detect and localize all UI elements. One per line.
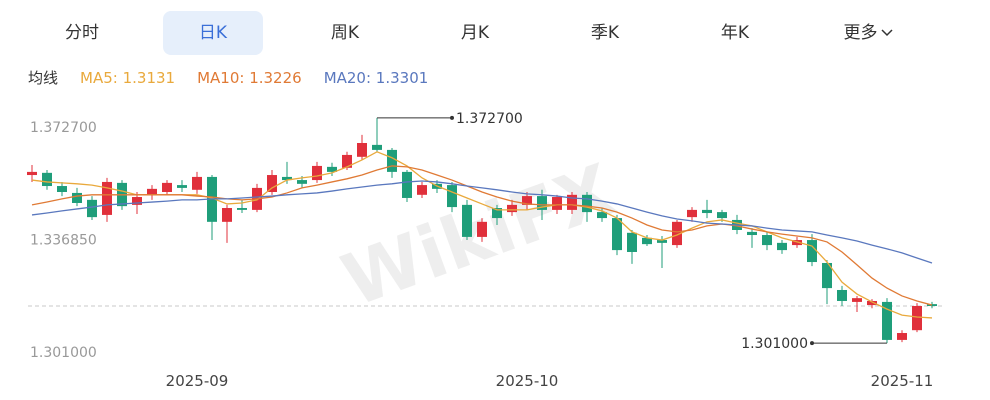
candle-body	[417, 185, 427, 195]
period-tab[interactable]: 季K	[590, 23, 620, 43]
candle-body	[357, 143, 367, 157]
candle-body	[327, 166, 337, 172]
period-tab[interactable]: 日K	[163, 11, 263, 55]
period-tab[interactable]: 周K	[330, 23, 360, 43]
candle-body	[162, 182, 172, 192]
candle-body	[297, 180, 307, 184]
candle-body	[597, 212, 607, 219]
x-tick-label: 2025-11	[871, 372, 934, 390]
candle-body	[477, 221, 487, 237]
candle-body	[42, 172, 52, 187]
legend-entry: MA5: 1.3131	[80, 69, 176, 87]
candle-body	[492, 208, 502, 219]
candle-body	[342, 154, 352, 168]
candle-body	[717, 212, 727, 219]
candle-body	[762, 235, 772, 246]
chevron-icon	[880, 29, 893, 37]
y-tick-label: 1.301000	[30, 345, 97, 361]
annotation-dot	[810, 341, 814, 346]
ma-line	[31, 180, 933, 264]
candle-body	[552, 197, 562, 210]
candle-body	[747, 231, 757, 236]
period-tabs: 分时 日K 周K 月K 季K 年K 更多	[0, 0, 990, 62]
ma-line	[31, 165, 933, 306]
candle-body	[687, 209, 697, 218]
x-tick-label: 2025-10	[496, 372, 559, 390]
candle-body	[132, 197, 142, 205]
period-tab[interactable]: 年K	[720, 23, 750, 43]
candle-body	[852, 298, 862, 302]
candle-body	[822, 262, 832, 289]
period-tab[interactable]: 更多	[818, 11, 918, 55]
candle-body	[72, 192, 82, 203]
candle-body	[402, 171, 412, 198]
period-tab[interactable]: 月K	[460, 23, 490, 43]
candle-body	[387, 149, 397, 172]
annotation-dot	[450, 115, 454, 120]
candle-body	[147, 188, 157, 195]
candle-body	[447, 185, 457, 208]
candle-body	[57, 186, 67, 192]
y-tick-label: 1.336850	[30, 232, 97, 248]
legend: 均线 MA5: 1.3131 MA10: 1.3226 MA20: 1.3301	[28, 64, 450, 92]
candle-body	[807, 240, 817, 263]
candle-body	[282, 176, 292, 181]
candle-body	[672, 221, 682, 246]
candle-body	[912, 306, 922, 331]
candle-body	[27, 171, 37, 176]
candle-body	[537, 196, 547, 210]
candle-body	[657, 240, 667, 243]
candle-body	[222, 208, 232, 222]
candle-body	[582, 194, 592, 213]
candle-body	[192, 176, 202, 190]
candle-body	[867, 300, 877, 306]
annotation-label: 1.372700	[456, 111, 523, 127]
candle-body	[507, 204, 517, 213]
candle-body	[567, 194, 577, 210]
legend-title: 均线	[28, 69, 59, 87]
candle-body	[777, 242, 787, 251]
candle-body	[237, 208, 247, 210]
y-tick-label: 1.372700	[30, 120, 97, 136]
candle-body	[627, 232, 637, 252]
candle-body	[642, 237, 652, 245]
candle-body	[177, 185, 187, 188]
candle-body	[267, 175, 277, 192]
candle-body	[897, 333, 907, 340]
candle-body	[312, 165, 322, 181]
candle-body	[882, 301, 892, 340]
candle-body	[612, 218, 622, 251]
candle-body	[102, 181, 112, 215]
candle-body	[702, 209, 712, 214]
candle-body	[837, 289, 847, 301]
annotation-label: 1.301000	[741, 336, 808, 352]
candle-body	[87, 199, 97, 218]
period-tab[interactable]: 分时	[65, 23, 99, 43]
legend-entry: MA10: 1.3226	[197, 69, 302, 87]
x-tick-label: 2025-09	[166, 372, 229, 390]
candle-body	[462, 204, 472, 237]
legend-entry: MA20: 1.3301	[323, 69, 429, 87]
candle-body	[372, 144, 382, 150]
candle-body	[522, 196, 532, 205]
